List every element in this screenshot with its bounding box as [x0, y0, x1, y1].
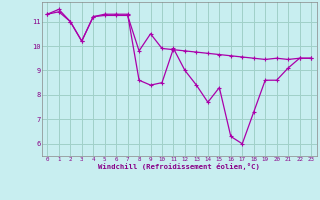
X-axis label: Windchill (Refroidissement éolien,°C): Windchill (Refroidissement éolien,°C) [98, 163, 260, 170]
